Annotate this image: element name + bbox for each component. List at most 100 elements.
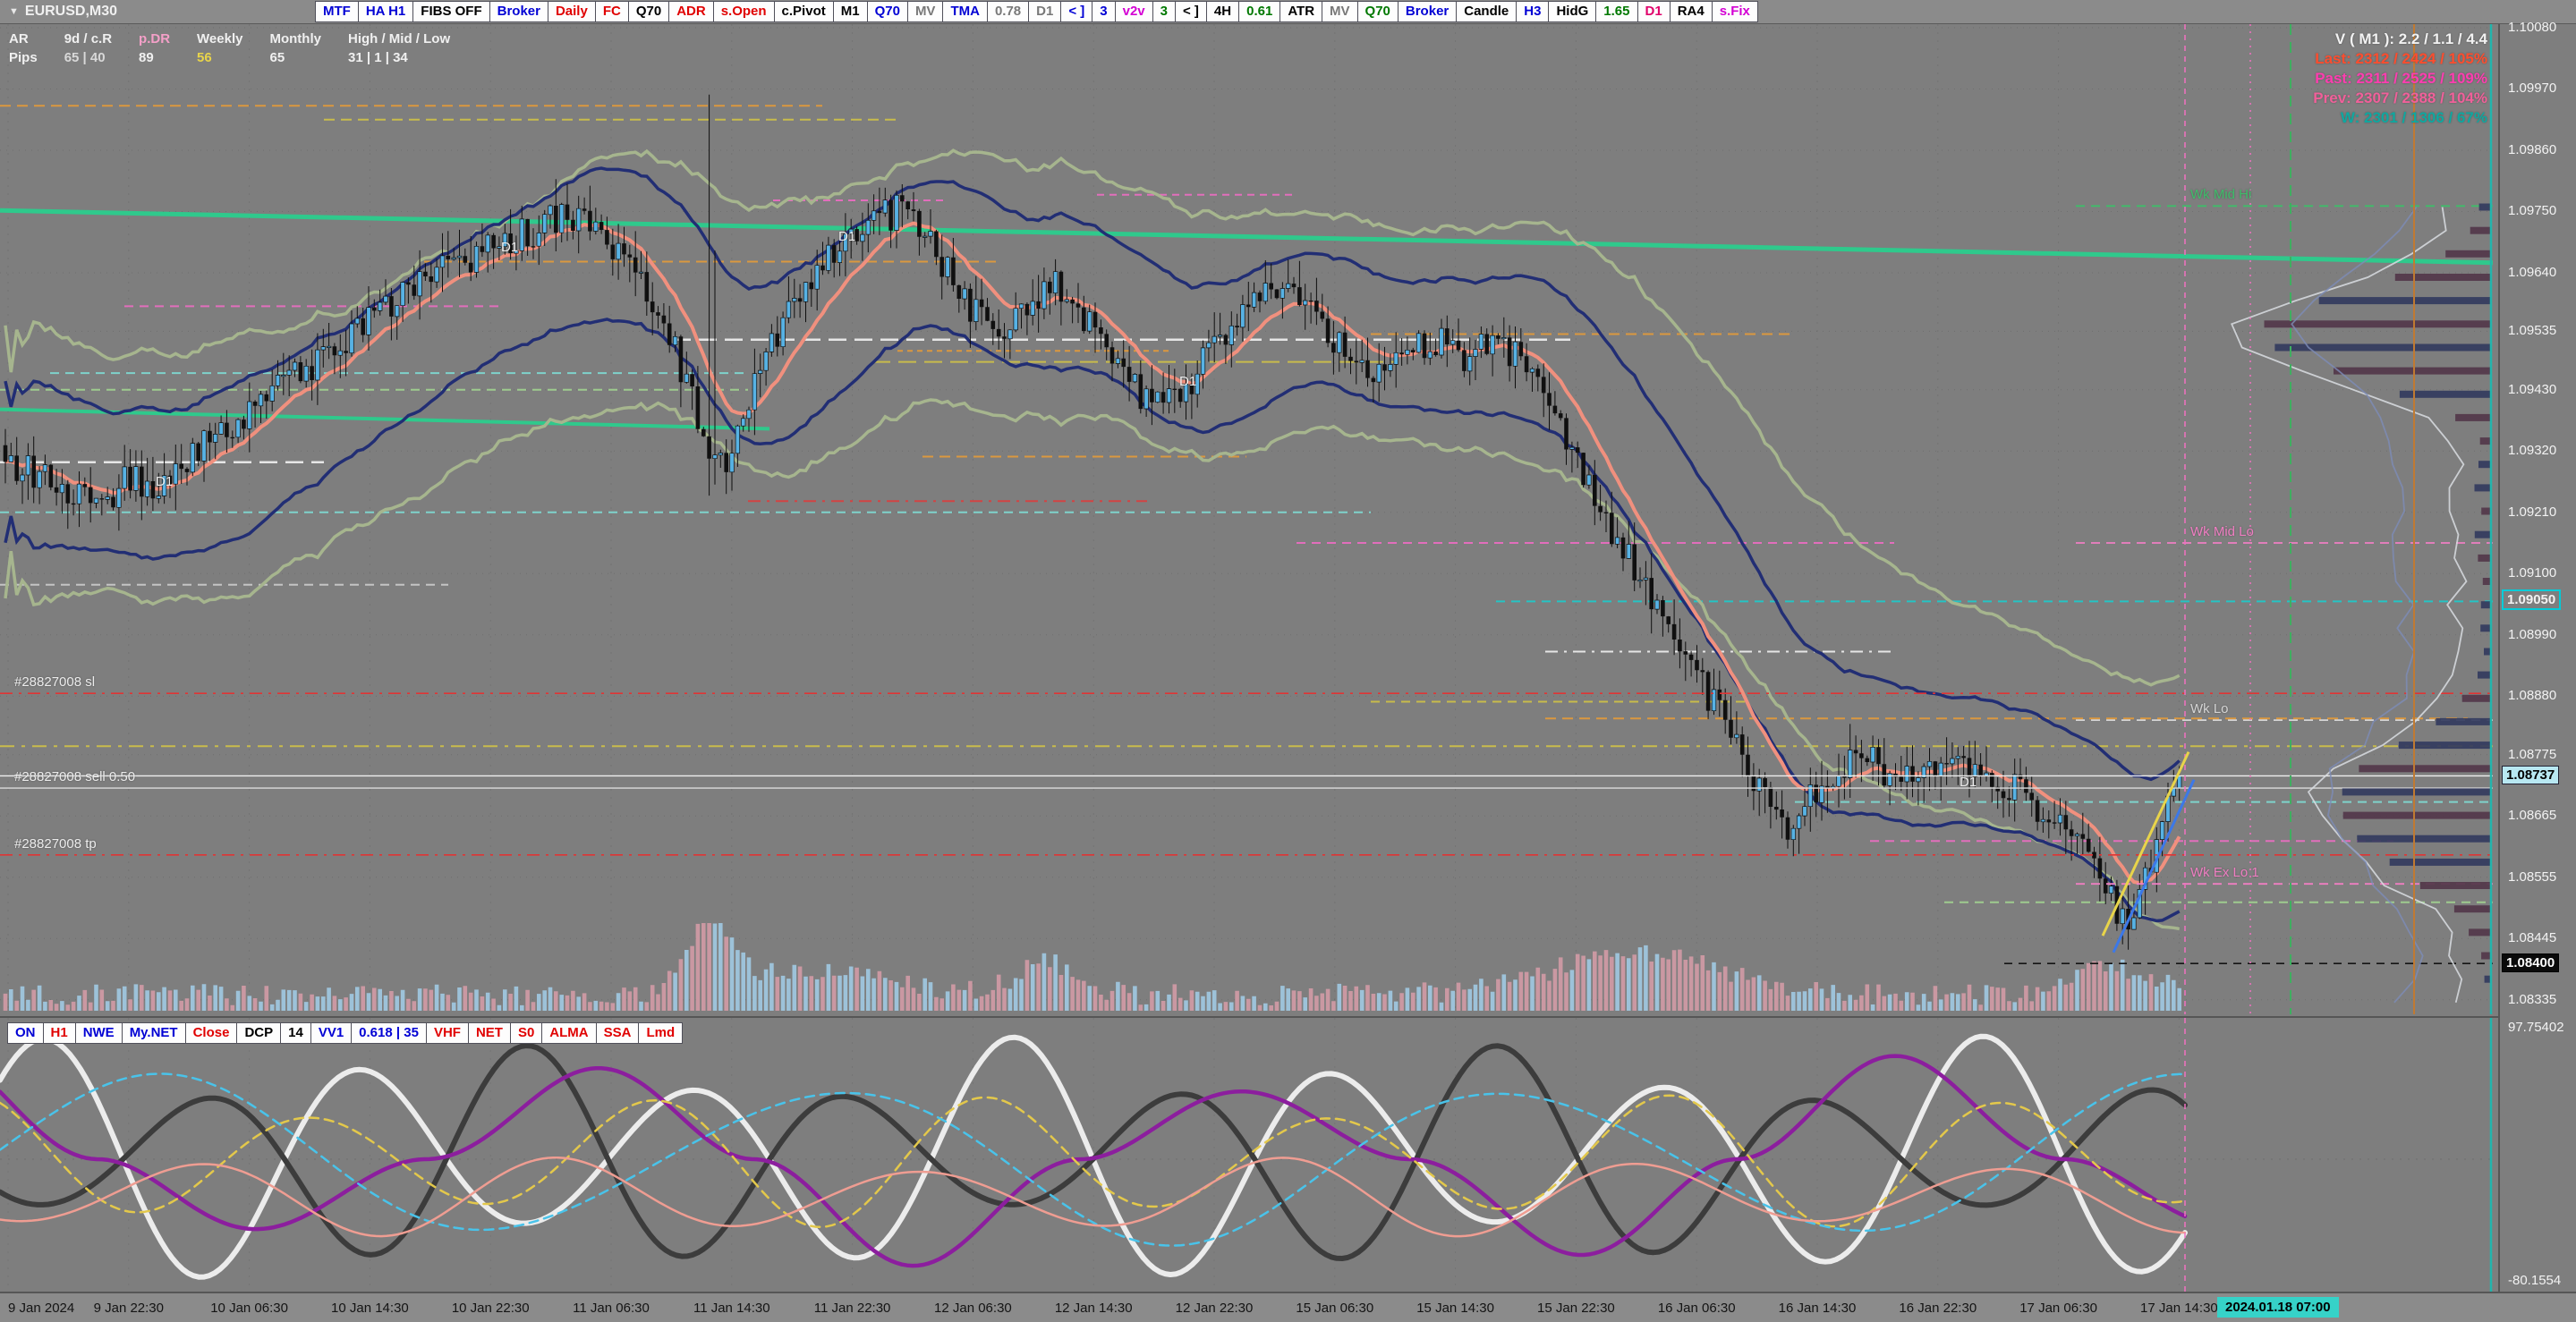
outer-band-lower	[4, 398, 2180, 931]
sub-axis-label-top: 97.75402	[2508, 1020, 2564, 1035]
price-axis-label: 1.09430	[2508, 381, 2557, 397]
toolbar-button-m1[interactable]: M1	[832, 1, 868, 22]
toolbar-button-mv[interactable]: MV	[906, 1, 944, 22]
price-axis-label: 1.08445	[2508, 930, 2557, 946]
sub-toolbar-button-dcp[interactable]: DCP	[236, 1022, 282, 1044]
time-axis-label: 10 Jan 22:30	[451, 1301, 530, 1316]
price-axis-label: 1.08335	[2508, 991, 2557, 1007]
sub-toolbar-button-close[interactable]: Close	[184, 1022, 238, 1044]
toolbar-button-mv[interactable]: MV	[1322, 1, 1358, 22]
sub-toolbar-button-14[interactable]: 14	[280, 1022, 311, 1044]
time-axis-label: 17 Jan 06:30	[2019, 1301, 2097, 1316]
sub-toolbar-button-s0[interactable]: S0	[509, 1022, 543, 1044]
time-axis-label: 16 Jan 22:30	[1899, 1301, 1977, 1316]
toolbar-button-x[interactable]: < ]	[1174, 1, 1207, 22]
price-axis-label: 1.09970	[2508, 81, 2557, 97]
toolbar-button-fibsoff[interactable]: FIBS OFF	[412, 1, 490, 22]
price-axis-label: 1.09100	[2508, 565, 2557, 581]
green-ma-line	[0, 407, 770, 431]
price-axis-label: 1.08555	[2508, 869, 2557, 885]
center-ma-line	[4, 221, 2181, 886]
time-axis-label: 9 Jan 2024	[8, 1301, 75, 1316]
toolbar-button-hah1[interactable]: HA H1	[357, 1, 414, 22]
toolbar-button-d1[interactable]: D1	[1028, 1, 1062, 22]
toolbar-button-d1[interactable]: D1	[1637, 1, 1671, 22]
toolbar-button-candle[interactable]: Candle	[1456, 1, 1518, 22]
price-axis[interactable]: 1.10080 1.09970 1.09860 1.09750 1.09640 1.095…	[2498, 20, 2576, 1322]
toolbar-button-sopen[interactable]: s.Open	[712, 1, 775, 22]
sub-toolbar-button-lmd[interactable]: Lmd	[638, 1022, 684, 1044]
toolbar-button-broker[interactable]: Broker	[1397, 1, 1458, 22]
price-current-box: 1.08737	[2502, 766, 2560, 785]
toolbar-button-fc[interactable]: FC	[594, 1, 629, 22]
time-axis-label: 17 Jan 14:30	[2140, 1301, 2218, 1316]
toolbar-button-165[interactable]: 1.65	[1595, 1, 1638, 22]
sub-toolbar-button-vv1[interactable]: VV1	[310, 1022, 353, 1044]
price-chart-canvas[interactable]	[0, 24, 2498, 1014]
symbol-title-label: EURUSD,M30	[24, 4, 118, 19]
sub-toolbar-button-061835[interactable]: 0.618 | 35	[351, 1022, 427, 1044]
time-axis-label: 15 Jan 06:30	[1296, 1301, 1374, 1316]
sub-toolbar-button-vhf[interactable]: VHF	[425, 1022, 469, 1044]
toolbar-button-q70[interactable]: Q70	[866, 1, 908, 22]
main-chart[interactable]: #28827008 sl #28827008 sell 0.50 #28827008…	[0, 24, 2498, 1014]
inner-band-lower	[4, 318, 2181, 923]
sub-toolbar-button-ssa[interactable]: SSA	[595, 1022, 640, 1044]
toolbar-button-061[interactable]: 0.61	[1238, 1, 1281, 22]
toolbar-button-h3[interactable]: H3	[1516, 1, 1550, 22]
sub-toolbar-button-nwe[interactable]: NWE	[74, 1022, 123, 1044]
toolbar-button-mtf[interactable]: MTF	[315, 1, 359, 22]
price-axis-label: 1.09535	[2508, 323, 2557, 339]
toolbar-button-3[interactable]: 3	[1092, 1, 1116, 22]
oscillator-lines	[0, 1033, 2188, 1280]
volume-profile	[2230, 203, 2491, 1004]
sub-toolbar-button-mynet[interactable]: My.NET	[121, 1022, 186, 1044]
toolbar-button-adr[interactable]: ADR	[668, 1, 714, 22]
toolbar-button-broker[interactable]: Broker	[489, 1, 548, 22]
price-axis-label: 1.08880	[2508, 688, 2557, 704]
toolbar-buttons: MTF HA H1 FIBS OFF Broker Daily FC Q70 ADR s.Ope…	[315, 1, 1758, 22]
toolbar-button-q70[interactable]: Q70	[627, 1, 670, 22]
dropdown-arrow-icon: ▼	[9, 6, 19, 17]
time-axis[interactable]: 9 Jan 2024 9 Jan 22:30 10 Jan 06:30 10 Jan …	[0, 1292, 2576, 1322]
time-axis-highlight: 2024.01.18 07:00	[2217, 1297, 2339, 1318]
toolbar-button-cpivot[interactable]: c.Pivot	[773, 1, 834, 22]
price-axis-label: 1.09640	[2508, 265, 2557, 280]
toolbar-button-4h[interactable]: 4H	[1205, 1, 1240, 22]
sub-toolbar-button-h1[interactable]: H1	[42, 1022, 76, 1044]
time-axis-label: 11 Jan 14:30	[693, 1301, 770, 1316]
inner-band-upper	[4, 166, 2181, 782]
toolbar-button-sfix[interactable]: s.Fix	[1711, 1, 1758, 22]
indicator-subwindow[interactable]: ON H1 NWE My.NET Close DCP 14 VV1 0.618 | 35 VHF N…	[0, 1016, 2498, 1293]
time-axis-label: 9 Jan 22:30	[93, 1301, 164, 1316]
price-axis-label: 1.08775	[2508, 746, 2557, 762]
sub-toolbar-button-alma[interactable]: ALMA	[541, 1022, 597, 1044]
toolbar-button-ra4[interactable]: RA4	[1669, 1, 1713, 22]
time-axis-label: 11 Jan 06:30	[573, 1301, 650, 1316]
price-axis-label: 1.09210	[2508, 504, 2557, 520]
sub-axis-label-bottom: -80.1554	[2508, 1273, 2562, 1288]
time-axis-label: 15 Jan 22:30	[1537, 1301, 1615, 1316]
toolbar-button-daily[interactable]: Daily	[547, 1, 596, 22]
price-axis-label: 1.08990	[2508, 626, 2557, 642]
sub-toolbar-button-on[interactable]: ON	[7, 1022, 44, 1044]
volume-bars	[3, 923, 2181, 1011]
trend-line	[2112, 779, 2196, 953]
toolbar-button-tma[interactable]: TMA	[942, 1, 988, 22]
toolbar-button-v2v[interactable]: v2v	[1114, 1, 1153, 22]
oscillator-canvas[interactable]	[0, 1018, 2498, 1293]
price-gridlines	[0, 27, 2493, 1001]
toolbar-button-078[interactable]: 0.78	[986, 1, 1030, 22]
time-axis-label: 11 Jan 22:30	[813, 1301, 891, 1316]
sub-toolbar-button-net[interactable]: NET	[467, 1022, 511, 1044]
toolbar-button-hidg[interactable]: HidG	[1548, 1, 1597, 22]
toolbar-button-3[interactable]: 3	[1152, 1, 1176, 22]
trend-line	[2101, 750, 2190, 936]
time-axis-label: 16 Jan 14:30	[1778, 1301, 1857, 1316]
symbol-title[interactable]: ▼ EURUSD,M30	[9, 4, 117, 20]
toolbar-button-q70[interactable]: Q70	[1356, 1, 1399, 22]
toolbar-button-atr[interactable]: ATR	[1279, 1, 1323, 22]
price-axis-label: 1.08665	[2508, 808, 2557, 824]
time-axis-label: 10 Jan 14:30	[331, 1301, 409, 1316]
toolbar-button-x[interactable]: < ]	[1060, 1, 1093, 22]
